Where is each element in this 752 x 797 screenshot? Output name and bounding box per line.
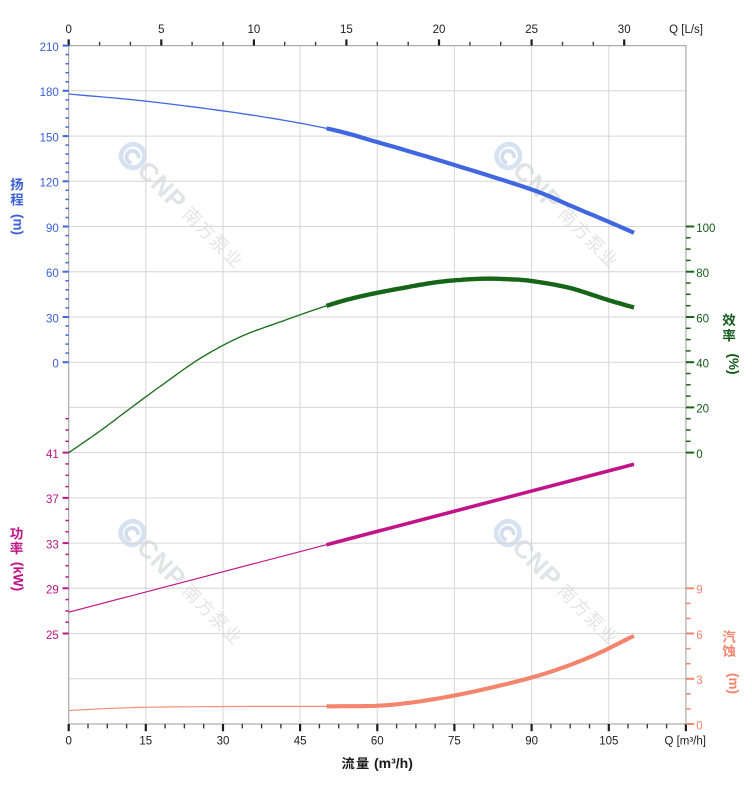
svg-text:100: 100 [696, 223, 715, 235]
svg-text:0: 0 [65, 24, 71, 36]
svg-text:25: 25 [46, 630, 59, 642]
svg-text:90: 90 [525, 736, 538, 748]
svg-text:80: 80 [696, 268, 709, 280]
svg-text:40: 40 [696, 359, 709, 371]
svg-text:15: 15 [139, 736, 152, 748]
svg-text:37: 37 [46, 494, 59, 506]
svg-text:60: 60 [696, 313, 709, 325]
svg-text:6: 6 [696, 630, 702, 642]
svg-text:5: 5 [158, 24, 164, 36]
svg-text:150: 150 [40, 132, 59, 144]
svg-text:(m): (m) [11, 214, 26, 235]
svg-text:3: 3 [696, 675, 702, 687]
svg-text:41: 41 [46, 449, 59, 461]
svg-text:20: 20 [433, 24, 446, 36]
svg-text:120: 120 [40, 178, 59, 190]
svg-text:75: 75 [448, 736, 461, 748]
svg-text:30: 30 [618, 24, 631, 36]
svg-text:0: 0 [65, 736, 71, 748]
svg-text:(%): (%) [726, 354, 741, 375]
svg-text:33: 33 [46, 539, 59, 551]
svg-text:20: 20 [696, 404, 709, 416]
svg-text:25: 25 [525, 24, 538, 36]
svg-text:0: 0 [696, 449, 702, 461]
svg-text:(m³/h): (m³/h) [374, 755, 413, 771]
svg-text:60: 60 [46, 268, 59, 280]
svg-text:(m): (m) [726, 673, 741, 694]
svg-text:60: 60 [371, 736, 384, 748]
svg-text:Q [L/s]: Q [L/s] [669, 24, 703, 36]
svg-text:105: 105 [599, 736, 618, 748]
svg-text:45: 45 [294, 736, 307, 748]
svg-text:210: 210 [40, 42, 59, 54]
svg-text:9: 9 [696, 585, 702, 597]
svg-text:0: 0 [696, 720, 702, 732]
svg-text:(kW): (kW) [11, 562, 26, 591]
svg-text:Q [m³/h]: Q [m³/h] [664, 736, 706, 748]
svg-text:30: 30 [217, 736, 230, 748]
svg-text:15: 15 [340, 24, 353, 36]
svg-text:10: 10 [248, 24, 261, 36]
svg-text:90: 90 [46, 223, 59, 235]
svg-text:180: 180 [40, 87, 59, 99]
svg-text:0: 0 [52, 359, 58, 371]
svg-text:29: 29 [46, 585, 59, 597]
svg-text:30: 30 [46, 313, 59, 325]
